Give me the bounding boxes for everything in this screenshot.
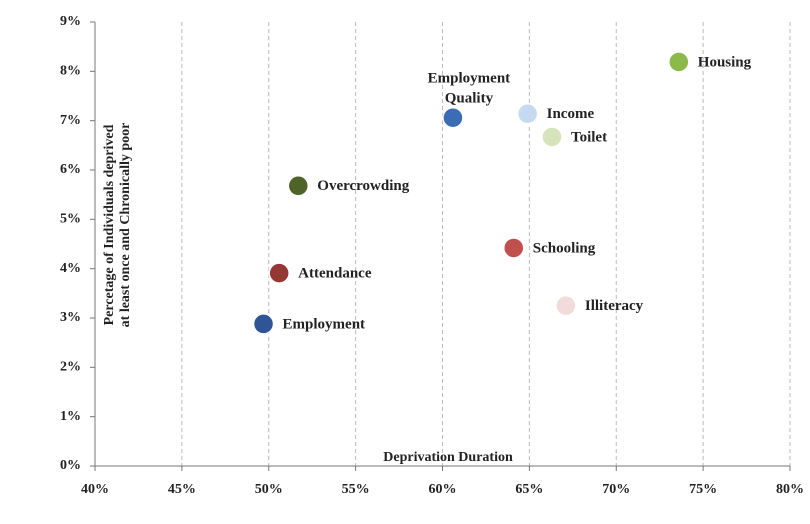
y-tick-label: 1% (60, 409, 81, 424)
y-tick-label: 3% (60, 310, 81, 325)
point-label: Overcrowding (317, 178, 409, 194)
x-tick-label: 70% (602, 482, 630, 497)
x-tick-label: 65% (515, 482, 543, 497)
point-label: Attendance (298, 266, 372, 282)
point-label: Illiteracy (585, 298, 644, 314)
y-tick-label: 4% (60, 261, 81, 276)
point-label: Schooling (533, 240, 596, 256)
point-label: Employment (283, 316, 366, 332)
y-tick-label: 2% (60, 360, 81, 375)
y-tick-label: 0% (60, 458, 81, 473)
x-axis-label: Deprivation Duration (383, 450, 513, 465)
x-tick-label: 60% (429, 482, 457, 497)
point (252, 313, 275, 335)
y-axis-label-line: Percetage of Individuals deprived (102, 124, 117, 325)
point (555, 294, 577, 317)
point-label-line: Quality (445, 91, 494, 107)
point (287, 175, 310, 197)
point-label: Toilet (571, 129, 607, 145)
y-tick-label: 9% (60, 14, 81, 29)
point-label: Housing (698, 54, 752, 70)
x-tick-label: 75% (689, 482, 717, 497)
point (442, 106, 464, 129)
y-axis-label-line: at least once and Chronically poor (118, 123, 133, 328)
point (541, 126, 563, 148)
y-tick-label: 8% (60, 64, 81, 79)
point (502, 237, 525, 259)
x-tick-label: 45% (168, 482, 196, 497)
x-tick-label: 50% (255, 482, 283, 497)
point (668, 51, 690, 73)
x-tick-label: 40% (81, 482, 109, 497)
x-tick-label: 55% (342, 482, 370, 497)
point-label-line: Employment (428, 71, 511, 87)
y-axis-label: Percetage of Individuals deprivedat leas… (102, 123, 133, 328)
point-label: Income (547, 106, 595, 122)
point (268, 262, 290, 284)
point-label: Employment Quality (428, 71, 511, 107)
y-tick-label: 6% (60, 162, 81, 177)
y-tick-label: 7% (60, 113, 81, 128)
x-tick-label: 80% (776, 482, 804, 497)
point (516, 103, 539, 125)
y-tick-label: 5% (60, 212, 81, 227)
